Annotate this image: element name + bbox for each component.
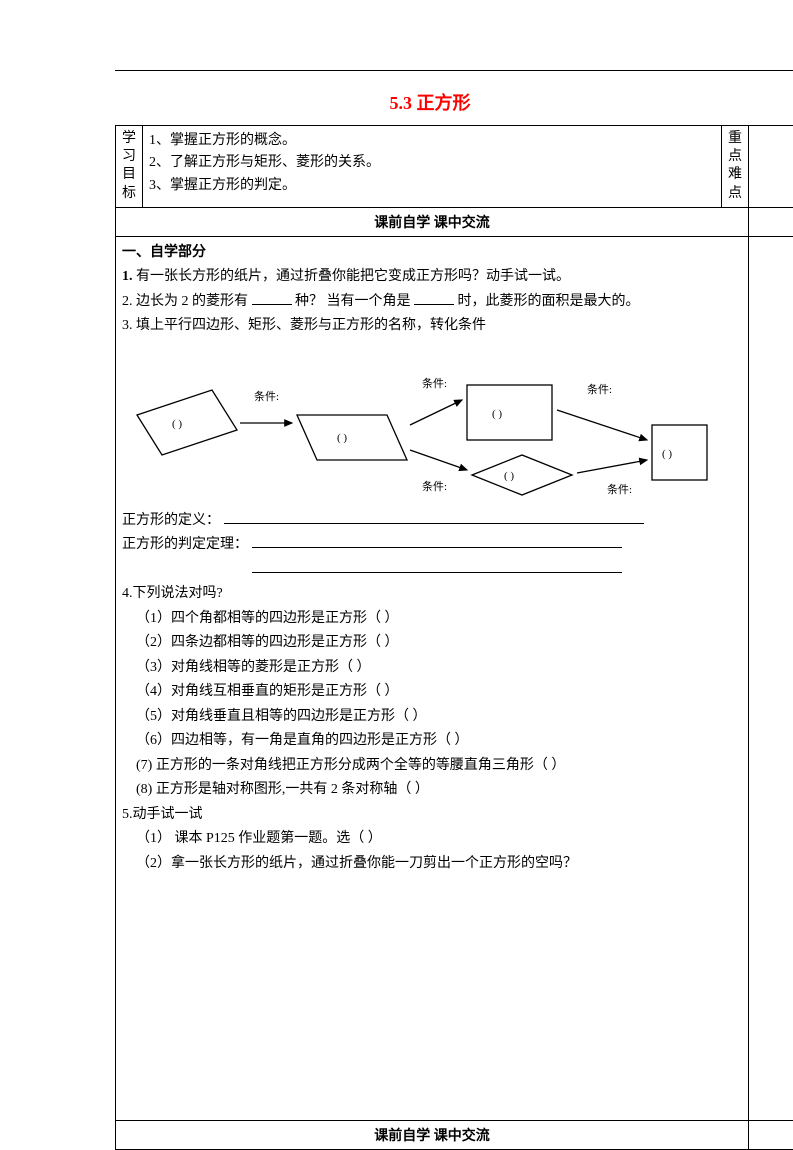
top-rule (115, 70, 793, 71)
q3-label: 3. (122, 318, 133, 333)
goal-3: 3、掌握正方形的判定。 (149, 175, 715, 197)
header-row: 学 习 目 标 1、掌握正方形的概念。 2、了解正方形与矩形、菱形的关系。 3、… (116, 126, 793, 208)
q4-8: (8) 正方形是轴对称图形,一共有 2 条对称轴（ ） (122, 778, 742, 803)
left-vertical-label: 学 习 目 标 (116, 126, 143, 208)
svg-text:条件:: 条件: (587, 382, 612, 396)
judgement-line: 正方形的判定定理： (122, 533, 742, 558)
q5-title: 5.动手试一试 (122, 803, 742, 828)
section-header: 课前自学 课中交流 (116, 207, 749, 236)
q1-label: 1. (122, 269, 133, 284)
page-title: 5.3 正方形 (65, 89, 793, 115)
right-label-2: 难 (728, 166, 742, 184)
definition-line: 正方形的定义： (122, 509, 742, 534)
q2-label: 2. (122, 294, 133, 309)
layout-table: 学 习 目 标 1、掌握正方形的概念。 2、了解正方形与矩形、菱形的关系。 3、… (115, 125, 793, 1150)
q2-c: 时，此菱形的面积是最大的。 (458, 294, 640, 309)
def-label: 正方形的定义： (122, 513, 220, 528)
q4-2: （2）四条边都相等的四边形是正方形（ ） (122, 631, 742, 656)
left-label-3: 标 (122, 185, 136, 203)
goal-2: 2、了解正方形与矩形、菱形的关系。 (149, 152, 715, 174)
right-vertical-label: 重 点 难 点 (722, 126, 749, 208)
judge-blank1 (252, 534, 622, 548)
svg-text:条件:: 条件: (422, 376, 447, 390)
svg-text:条件:: 条件: (607, 482, 632, 496)
q2-line: 2. 边长为 2 的菱形有 种？ 当有一个角是 时，此菱形的面积是最大的。 (122, 290, 742, 315)
left-label-2: 目 (122, 166, 136, 184)
q2-a: 边长为 2 的菱形有 (136, 294, 248, 309)
section1-title: 一、自学部分 (122, 245, 206, 260)
padding-space (122, 876, 742, 1116)
judgement-line2 (122, 558, 742, 583)
svg-text:( ): ( ) (662, 448, 672, 460)
svg-text:( ): ( ) (172, 418, 182, 430)
section-header-2: 课前自学 课中交流 (116, 1121, 749, 1150)
q5-1: （1） 课本 P125 作业题第一题。选（ ） (122, 827, 742, 852)
q2-b: 种？ 当有一个角是 (295, 294, 411, 309)
body-row: 一、自学部分 1. 有一张长方形的纸片，通过折叠你能把它变成正方形吗？动手试一试… (116, 236, 793, 1121)
q2-blank1 (252, 291, 292, 305)
svg-text:( ): ( ) (492, 408, 502, 420)
q1-line: 1. 有一张长方形的纸片，通过折叠你能把它变成正方形吗？动手试一试。 (122, 265, 742, 290)
q4-title: 4.下列说法对吗? (122, 582, 742, 607)
section-header-row: 课前自学 课中交流 (116, 207, 793, 236)
q4-5: （5）对角线垂直且相等的四边形是正方形（ ） (122, 705, 742, 730)
q3-line: 3. 填上平行四边形、矩形、菱形与正方形的名称，转化条件 (122, 314, 742, 339)
def-blank (224, 510, 644, 524)
q3-text: 填上平行四边形、矩形、菱形与正方形的名称，转化条件 (136, 318, 486, 333)
judge-label: 正方形的判定定理： (122, 537, 248, 552)
right-extra-cell (749, 126, 793, 208)
right-gutter (749, 236, 793, 1121)
svg-text:条件:: 条件: (254, 389, 279, 403)
q4-7: (7) 正方形的一条对角线把正方形分成两个全等的等腰直角三角形（ ） (122, 754, 742, 779)
page-container: 5.3 正方形 学 习 目 标 1、掌握正方形的概念。 2、了解正方形与矩形、菱… (115, 70, 793, 1150)
q4-3: （3）对角线相等的菱形是正方形（ ） (122, 656, 742, 681)
left-label-0: 学 (122, 130, 136, 148)
q4-6: （6）四边相等，有一角是直角的四边形是正方形（ ） (122, 729, 742, 754)
q4-4: （4）对角线互相垂直的矩形是正方形（ ） (122, 680, 742, 705)
section-header-right2 (749, 1121, 793, 1150)
section-header-right (749, 207, 793, 236)
left-label-1: 习 (122, 148, 136, 166)
shapes-diagram: ( ) ( ) ( ) ( ) ( ) 条件: 条件: 条件: 条件: 条件: (122, 345, 742, 505)
right-label-1: 点 (728, 148, 742, 166)
q2-blank2 (414, 291, 454, 305)
q4-1: （1）四个角都相等的四边形是正方形（ ） (122, 607, 742, 632)
judge-blank2 (252, 559, 622, 573)
right-label-0: 重 (728, 130, 742, 148)
diagram-svg: ( ) ( ) ( ) ( ) ( ) 条件: 条件: 条件: 条件: 条件: (122, 345, 742, 505)
q1-text: 有一张长方形的纸片，通过折叠你能把它变成正方形吗？动手试一试。 (136, 269, 570, 284)
right-label-3: 点 (728, 185, 742, 203)
svg-text:( ): ( ) (337, 432, 347, 444)
q5-2: （2）拿一张长方形的纸片，通过折叠你能一刀剪出一个正方形的空吗？ (122, 852, 742, 877)
content-cell: 一、自学部分 1. 有一张长方形的纸片，通过折叠你能把它变成正方形吗？动手试一试… (116, 236, 749, 1121)
svg-text:条件:: 条件: (422, 479, 447, 493)
section-header-row2: 课前自学 课中交流 (116, 1121, 793, 1150)
goal-1: 1、掌握正方形的概念。 (149, 130, 715, 152)
svg-text:( ): ( ) (504, 470, 514, 482)
goals-cell: 1、掌握正方形的概念。 2、了解正方形与矩形、菱形的关系。 3、掌握正方形的判定… (143, 126, 722, 208)
